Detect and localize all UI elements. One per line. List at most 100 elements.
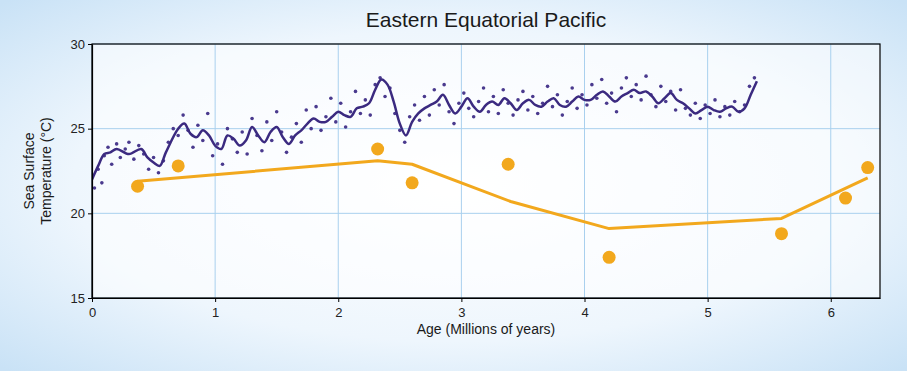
data-point [620,86,624,90]
grid-line [92,128,880,129]
data-point [196,123,200,127]
data-point [127,140,131,144]
data-point [521,90,525,94]
data-point [157,171,161,175]
data-point [428,113,432,117]
data-point [664,100,668,104]
grid-line [338,44,339,298]
data-point [452,122,456,126]
tick-mark [92,298,93,302]
series-line [92,80,757,180]
data-point [432,88,436,92]
data-point [314,105,318,109]
data-point [235,151,239,155]
data-point [654,105,658,109]
grid-line [830,44,831,298]
data-point [354,90,358,94]
data-point [689,113,693,117]
y-axis-title: Temperature (°C) [38,117,54,225]
chart-title: Eastern Equatorial Pacific [366,8,606,31]
data-point [191,145,195,149]
data-point [603,251,616,264]
data-point [546,85,550,89]
data-point [605,101,609,105]
data-point [201,139,205,143]
data-point [152,156,156,160]
data-point [728,113,732,117]
data-point [240,130,244,134]
data-point [423,95,427,99]
data-point [406,176,419,189]
y-tick: 15 [71,291,92,306]
x-tick: 0 [89,298,96,320]
data-point [106,145,110,149]
tick-label: 20 [71,206,85,221]
data-point [364,98,368,102]
grid-line [461,44,462,298]
data-point [600,78,604,82]
data-point [561,113,565,117]
data-point [718,115,722,119]
data-point [437,103,441,107]
data-point [115,142,119,146]
tick-label: 4 [581,305,588,320]
data-point [334,120,338,124]
chart: 012345615202530Eastern Equatorial Pacifi… [0,0,907,371]
data-point [679,88,683,92]
data-point [698,117,702,121]
tick-mark [831,298,832,302]
data-point [110,162,114,166]
tick-mark [708,298,709,302]
data-point [570,86,574,90]
data-point [181,113,185,117]
tick-label: 1 [212,305,219,320]
data-point [100,181,104,185]
data-point [344,125,348,129]
tick-label: 0 [89,305,96,320]
data-point [211,154,215,158]
data-point [674,108,678,112]
data-point [659,85,663,89]
tick-label: 25 [71,121,85,136]
data-point [467,107,471,111]
x-tick: 2 [335,298,342,320]
data-point [629,95,633,99]
tick-label: 3 [458,305,465,320]
data-point [502,158,515,171]
data-point [408,115,412,119]
data-point [442,83,446,87]
data-point [132,157,136,161]
data-point [536,112,540,116]
tick-label: 15 [71,291,85,306]
tick-mark [461,298,462,302]
data-point [733,100,737,104]
grid-line [584,44,585,298]
data-point [708,112,712,116]
data-point [492,95,496,99]
data-point [634,83,638,87]
data-point [324,115,328,119]
data-point [472,115,476,119]
data-point [590,83,594,87]
data-point [713,98,717,102]
data-point [265,120,269,124]
background [0,0,907,371]
x-axis: 0123456 [89,298,881,320]
y-axis-title: Sea Surface [21,132,37,209]
data-point [775,227,788,240]
data-point [176,134,180,138]
data-point [206,112,210,116]
data-point [753,76,757,80]
data-point [171,127,175,131]
data-point [526,108,530,112]
data-point [368,113,372,117]
data-point [487,110,491,114]
data-point [625,76,629,80]
data-point [371,142,384,155]
data-point [482,86,486,90]
data-point [501,88,505,92]
data-point [123,147,127,151]
x-axis-title: Age (Millions of years) [417,321,556,337]
grid-line [215,44,216,298]
data-point [531,95,535,99]
